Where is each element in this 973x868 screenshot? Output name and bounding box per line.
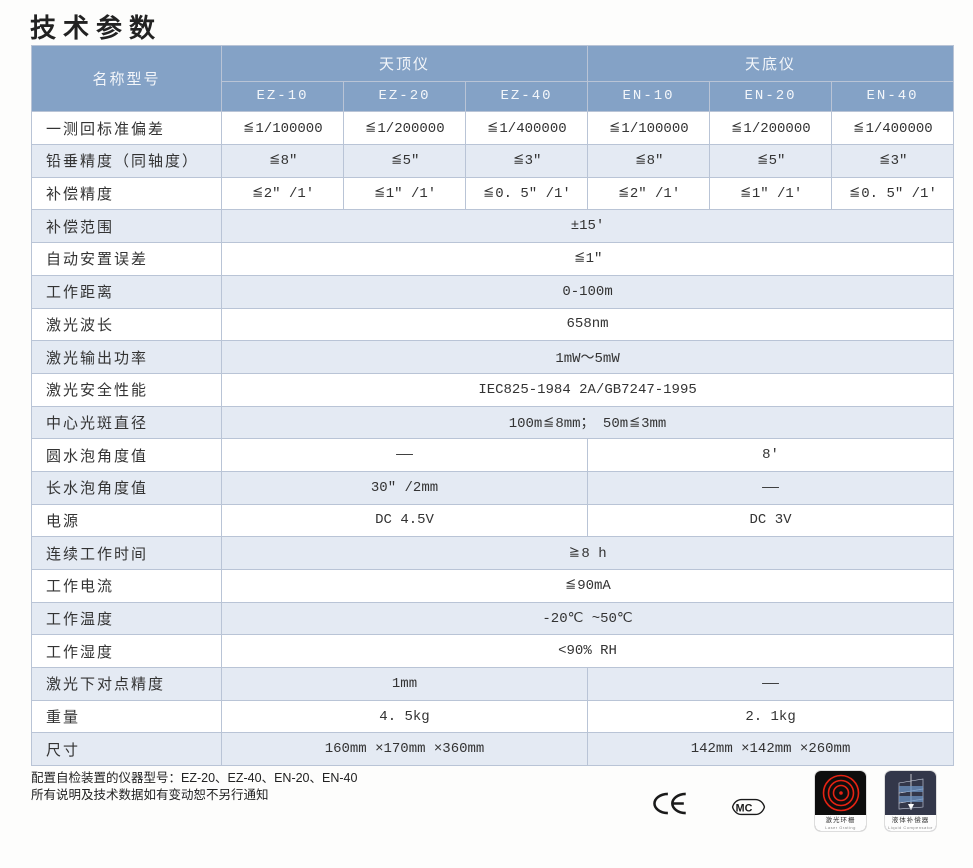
- svg-text:MC: MC: [736, 802, 753, 814]
